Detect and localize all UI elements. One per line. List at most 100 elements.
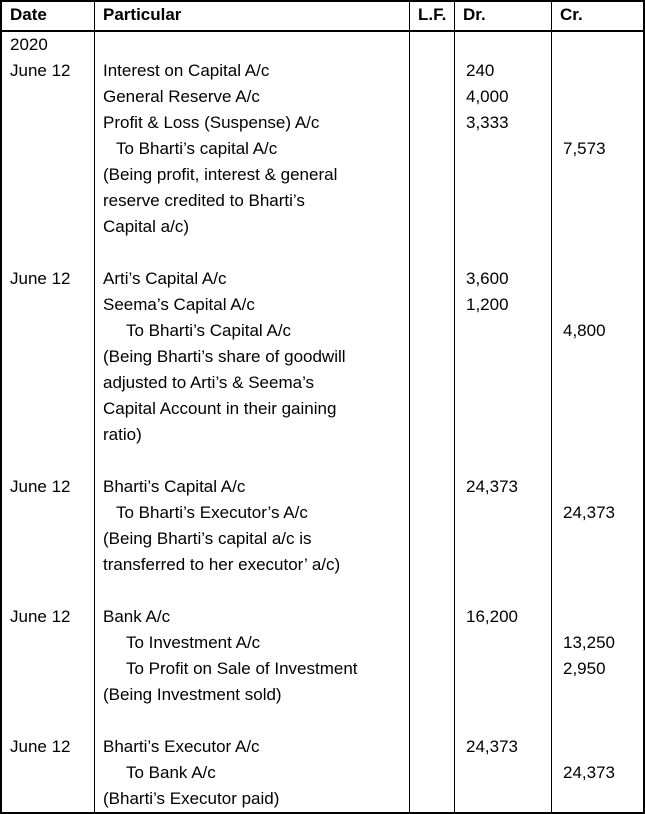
cell-date	[2, 292, 95, 318]
cell-cr-amount	[552, 58, 643, 84]
cell-dr-amount: 3,600	[455, 266, 552, 292]
cell-date	[2, 526, 95, 552]
cell-lf	[410, 110, 455, 136]
cell-cr-amount	[552, 552, 643, 578]
cell-lf	[410, 474, 455, 500]
cell-lf	[410, 786, 455, 812]
cell-lf	[410, 552, 455, 578]
cell-particular: To Bank A/c	[95, 760, 410, 786]
cell-cr-amount	[552, 708, 643, 734]
table-header-row: Date Particular L.F. Dr. Cr.	[2, 2, 643, 32]
cell-date	[2, 422, 95, 448]
cell-particular: Bank A/c	[95, 604, 410, 630]
cell-particular: ratio)	[95, 422, 410, 448]
cell-particular: (Being Bharti’s share of goodwill	[95, 344, 410, 370]
cell-cr-amount	[552, 84, 643, 110]
cell-date: June 12	[2, 604, 95, 630]
cell-particular	[95, 448, 410, 474]
cell-particular: To Bharti’s Capital A/c	[95, 318, 410, 344]
cell-particular	[95, 578, 410, 604]
cell-dr-amount	[455, 162, 552, 188]
cell-lf	[410, 292, 455, 318]
cell-particular: Bharti’s Executor A/c	[95, 734, 410, 760]
cell-particular: reserve credited to Bharti’s	[95, 188, 410, 214]
cell-cr-amount	[552, 370, 643, 396]
cell-lf	[410, 708, 455, 734]
cell-cr-amount: 24,373	[563, 503, 615, 522]
cell-dr-amount	[455, 708, 552, 734]
cell-dr-amount	[455, 682, 552, 708]
cell-dr-amount	[455, 760, 552, 786]
cell-dr-amount	[455, 500, 552, 526]
cell-lf	[410, 526, 455, 552]
cell-date	[2, 682, 95, 708]
cell-particular: Capital a/c)	[95, 214, 410, 240]
cell-particular: (Being profit, interest & general	[95, 162, 410, 188]
cell-date	[2, 370, 95, 396]
cell-cr-amount: 13,250	[563, 633, 615, 652]
cell-dr-amount	[455, 344, 552, 370]
cell-cr-amount: 24,373	[563, 763, 615, 782]
cell-cr-amount	[552, 396, 643, 422]
cell-date	[2, 578, 95, 604]
cell-dr-amount	[455, 396, 552, 422]
cell-date	[2, 656, 95, 682]
cell-dr-amount	[455, 526, 552, 552]
cell-dr-amount	[455, 240, 552, 266]
cell-lf	[410, 500, 455, 526]
cell-lf	[410, 240, 455, 266]
cell-date	[2, 240, 95, 266]
cell-particular: Bharti’s Capital A/c	[95, 474, 410, 500]
cell-dr-amount	[455, 32, 552, 58]
cell-dr-amount: 4,000	[455, 84, 552, 110]
cell-particular: To Profit on Sale of Investment	[95, 656, 410, 682]
cell-date	[2, 110, 95, 136]
cell-cr-amount	[552, 32, 643, 58]
cell-dr-amount: 1,200	[455, 292, 552, 318]
cell-dr-amount	[455, 552, 552, 578]
cell-date	[2, 630, 95, 656]
cell-cr-amount	[552, 786, 643, 812]
cell-dr-amount: 3,333	[455, 110, 552, 136]
cell-particular: General Reserve A/c	[95, 84, 410, 110]
cell-lf	[410, 630, 455, 656]
cell-cr-amount	[552, 448, 643, 474]
cell-cr-amount	[552, 188, 643, 214]
cell-date	[2, 552, 95, 578]
cell-cr-amount	[552, 344, 643, 370]
cell-date	[2, 396, 95, 422]
cell-lf	[410, 578, 455, 604]
cell-dr-amount	[455, 370, 552, 396]
cell-date	[2, 344, 95, 370]
cell-cr-amount: 2,950	[563, 659, 606, 678]
cell-particular: (Being Investment sold)	[95, 682, 410, 708]
cell-particular: adjusted to Arti’s & Seema’s	[95, 370, 410, 396]
cell-date	[2, 448, 95, 474]
cell-particular: (Bharti’s Executor paid)	[95, 786, 410, 812]
cell-dr-amount: 24,373	[455, 734, 552, 760]
cell-particular: Capital Account in their gaining	[95, 396, 410, 422]
cell-dr-amount	[455, 578, 552, 604]
cell-dr-amount	[455, 786, 552, 812]
cell-particular: (Being Bharti’s capital a/c is	[95, 526, 410, 552]
cell-cr-amount: 7,573	[563, 139, 606, 158]
cell-cr-amount	[552, 162, 643, 188]
cell-date	[2, 84, 95, 110]
cell-particular: To Bharti’s Executor’s A/c	[95, 500, 410, 526]
column-header-dr: Dr.	[455, 2, 552, 30]
cell-lf	[410, 682, 455, 708]
column-header-particular: Particular	[95, 2, 410, 30]
cell-particular	[95, 240, 410, 266]
cell-date	[2, 136, 95, 162]
cell-dr-amount	[455, 656, 552, 682]
cell-cr-amount	[552, 734, 643, 760]
cell-lf	[410, 422, 455, 448]
cell-lf	[410, 58, 455, 84]
cell-particular: To Bharti’s capital A/c	[95, 136, 410, 162]
cell-date	[2, 188, 95, 214]
cell-cr-amount	[552, 240, 643, 266]
cell-lf	[410, 734, 455, 760]
cell-dr-amount	[455, 214, 552, 240]
cell-date	[2, 786, 95, 812]
